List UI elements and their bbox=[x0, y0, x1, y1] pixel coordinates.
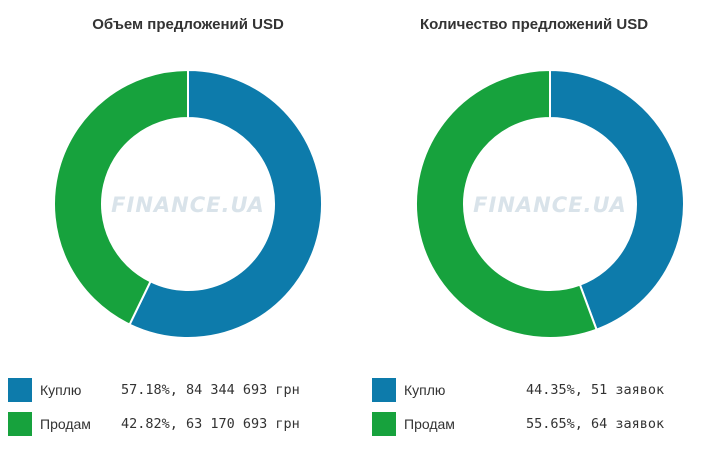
legend-item-sell: Продам 42.82%, 63 170 693 грн bbox=[0, 412, 360, 438]
legend-item-buy: Куплю 57.18%, 84 344 693 грн bbox=[0, 378, 360, 404]
donut-slice-sell[interactable] bbox=[53, 68, 189, 326]
legend-label-buy: Куплю bbox=[40, 382, 82, 398]
donut-slice-sell[interactable] bbox=[415, 68, 598, 339]
legend-swatch-buy bbox=[8, 378, 32, 402]
legend-label-sell: Продам bbox=[404, 416, 455, 432]
legend-swatch-sell bbox=[372, 412, 396, 436]
volume-donut-chart: FINANCE.UA bbox=[53, 68, 323, 339]
legend-value-sell: 42.82%, 63 170 693 грн bbox=[121, 416, 300, 432]
legend-item-buy: Куплю 44.35%, 51 заявок bbox=[360, 378, 720, 404]
legend-value-sell: 55.65%, 64 заявок bbox=[526, 416, 665, 432]
watermark-logo: FINANCE.UA bbox=[473, 193, 627, 217]
legend-label-sell: Продам bbox=[40, 416, 91, 432]
legend-item-sell: Продам 55.65%, 64 заявок bbox=[360, 412, 720, 438]
legend-swatch-buy bbox=[372, 378, 396, 402]
count-chart-panel: Количество предложений USD FINANCE.UA Ку… bbox=[360, 0, 720, 462]
donut-slice-buy[interactable] bbox=[549, 68, 686, 331]
volume-chart-panel: Объем предложений USD FINANCE.UA Куплю 5… bbox=[0, 16, 360, 438]
watermark-logo: FINANCE.UA bbox=[111, 193, 265, 217]
legend-label-buy: Куплю bbox=[404, 382, 446, 398]
chart-title: Количество предложений USD bbox=[419, 16, 649, 33]
legend-value-buy: 44.35%, 51 заявок bbox=[526, 382, 665, 398]
count-donut-chart: FINANCE.UA bbox=[415, 68, 686, 339]
legend-value-buy: 57.18%, 84 344 693 грн bbox=[121, 382, 300, 398]
chart-title: Объем предложений USD bbox=[92, 16, 284, 33]
donut-slice-buy[interactable] bbox=[128, 68, 323, 339]
legend-swatch-sell bbox=[8, 412, 32, 436]
